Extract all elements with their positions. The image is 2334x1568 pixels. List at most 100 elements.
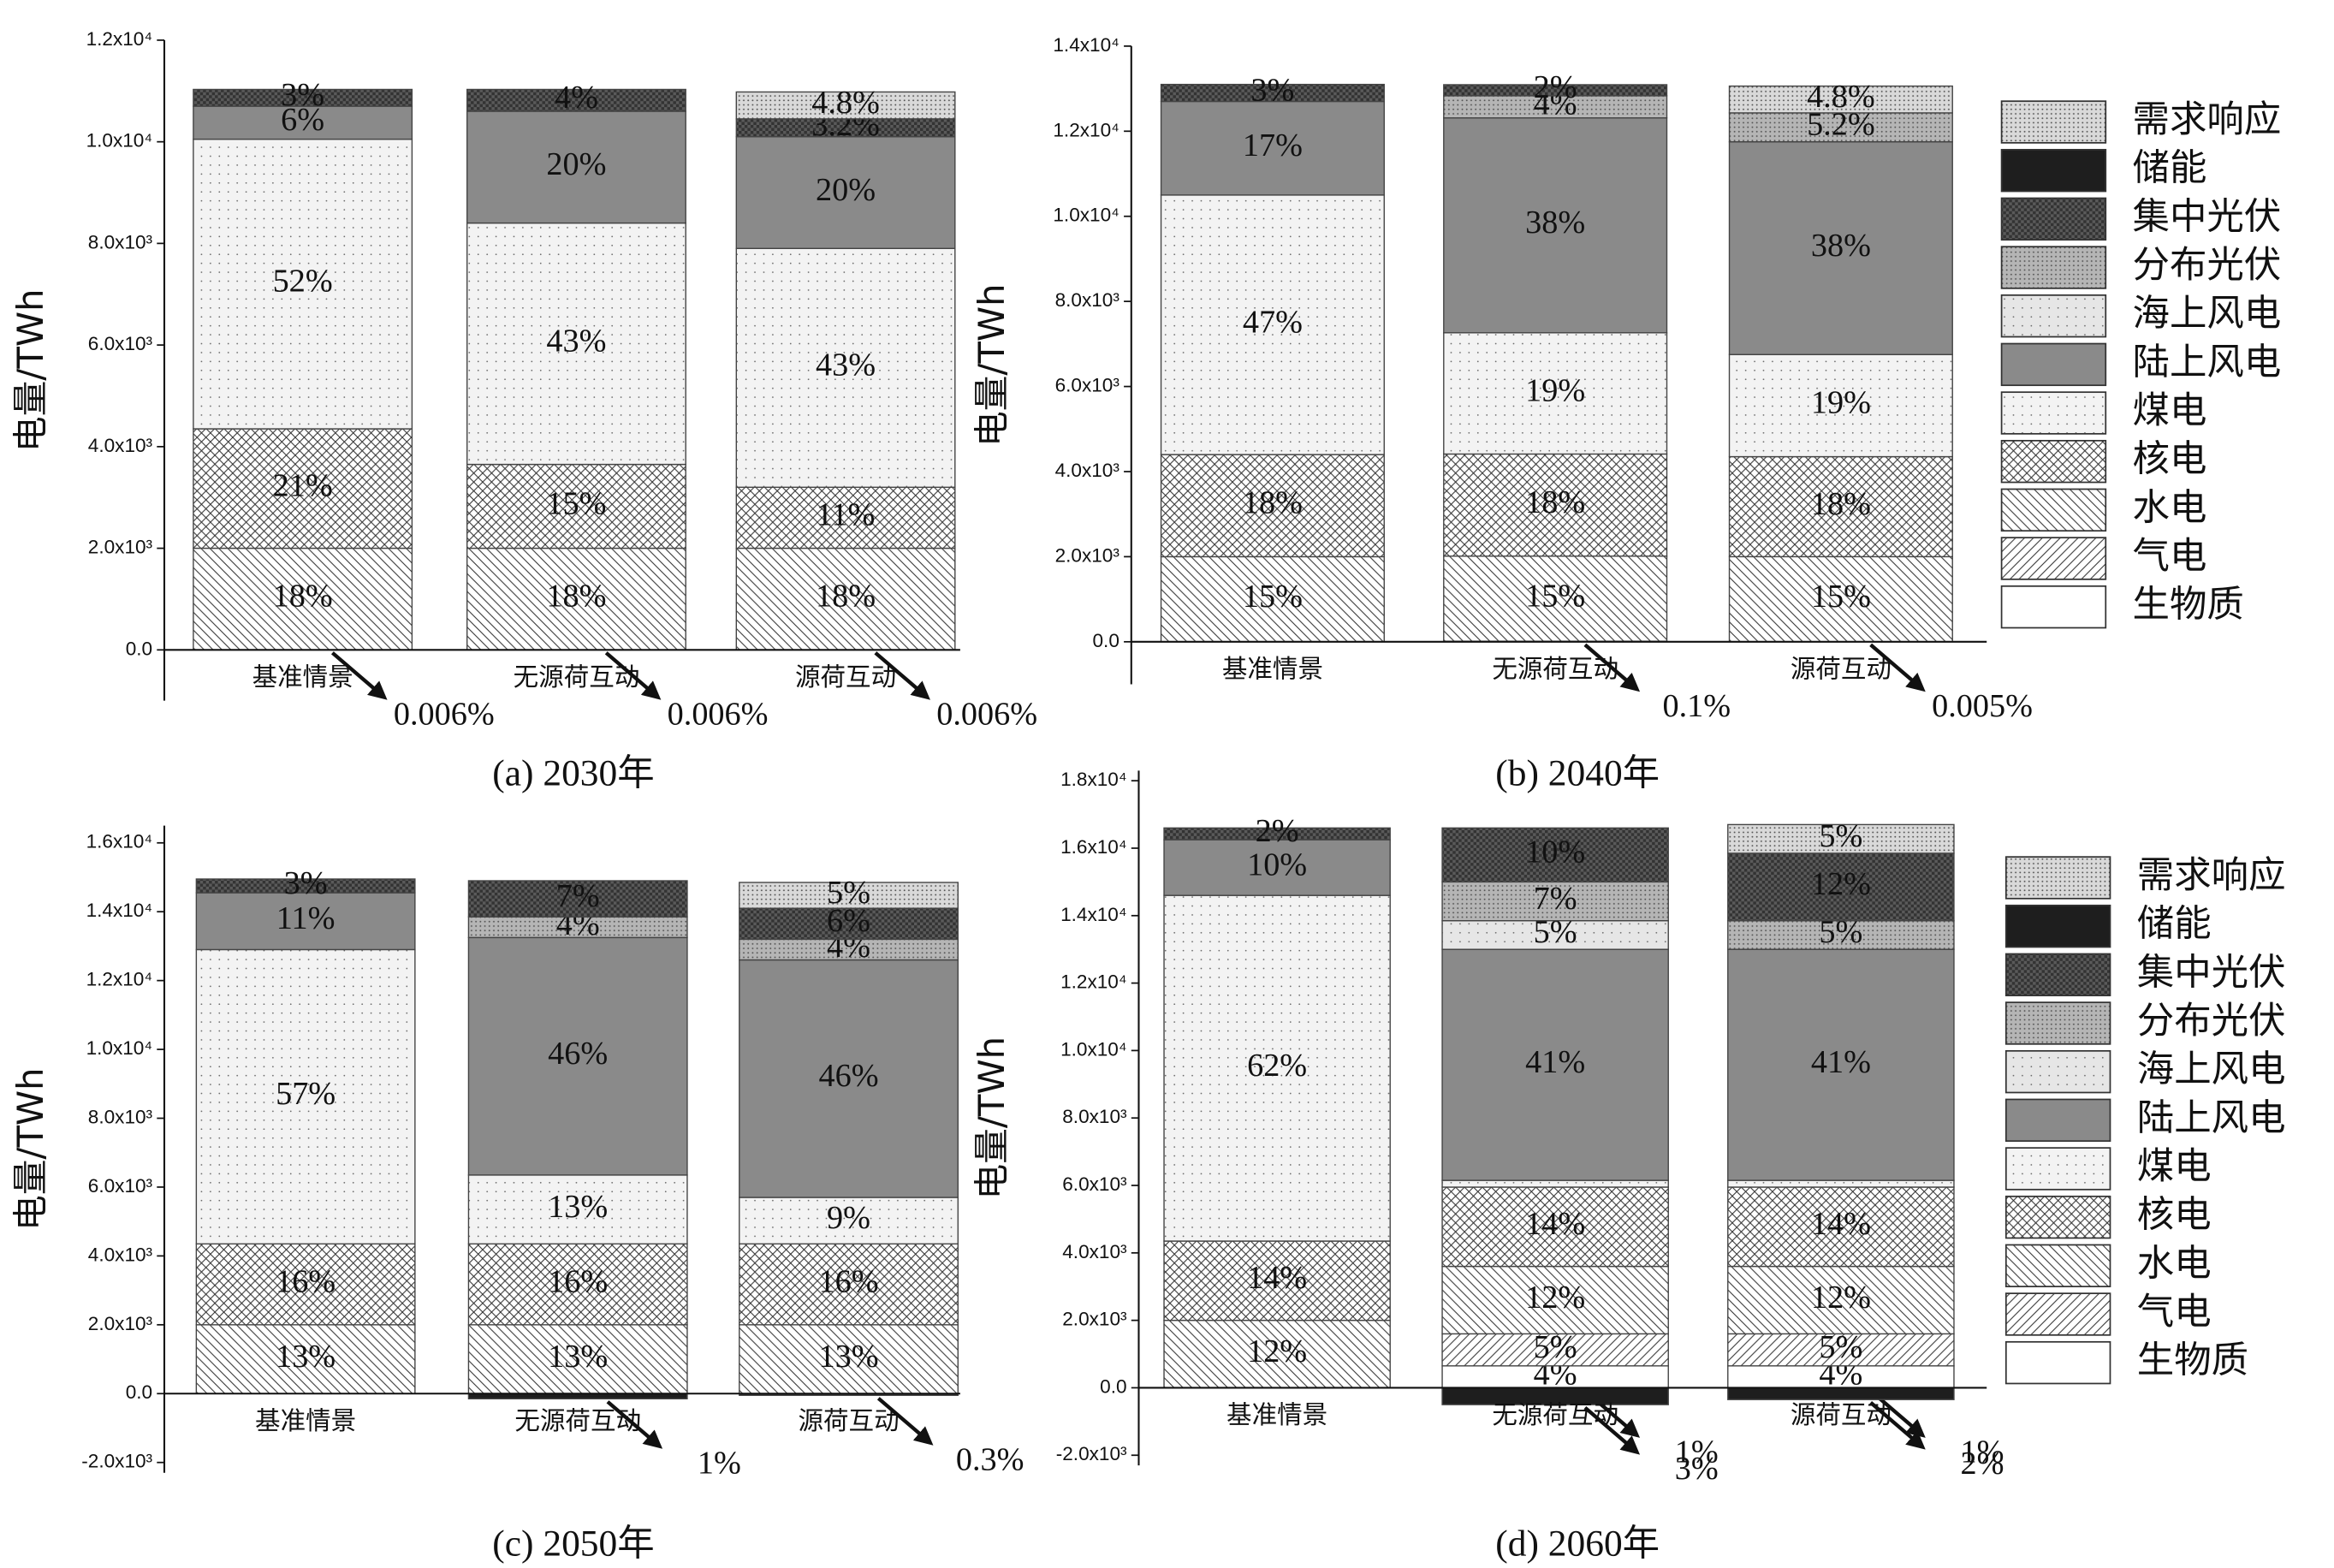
chart-title: (d) 2060年 bbox=[1495, 1523, 1660, 1565]
y-tick-label: 1.0x10⁴ bbox=[86, 130, 153, 151]
y-tick-label: 6.0x10³ bbox=[1055, 375, 1120, 396]
callout-label: 1% bbox=[698, 1445, 741, 1481]
bar-segment bbox=[1727, 1179, 1955, 1188]
x-tick-label: 源荷互动 bbox=[1791, 1400, 1892, 1429]
callout-label: 1% bbox=[1961, 1434, 2004, 1470]
x-tick-label: 基准情景 bbox=[1222, 654, 1323, 683]
chart-title: (c) 2050年 bbox=[492, 1523, 654, 1565]
y-tick-label: 2.0x10³ bbox=[1062, 1309, 1127, 1330]
legend-label: 生物质 bbox=[2137, 1339, 2248, 1382]
bar-segment bbox=[1728, 455, 1953, 558]
y-tick-label: -2.0x10³ bbox=[81, 1451, 152, 1472]
legend-label: 核电 bbox=[2137, 1194, 2212, 1237]
y-tick-label: 1.6x10⁴ bbox=[1060, 836, 1127, 858]
bar-segment bbox=[1727, 1365, 1955, 1389]
bar-segment bbox=[1441, 948, 1669, 1181]
data-label: 18% bbox=[273, 579, 333, 615]
y-tick-label: 1.4x10⁴ bbox=[1053, 34, 1119, 56]
data-label: 18% bbox=[1243, 485, 1303, 521]
bar-segment bbox=[193, 138, 413, 430]
legend-label: 储能 bbox=[2137, 903, 2212, 946]
bar-segment bbox=[467, 916, 688, 939]
bar-segment bbox=[466, 222, 686, 466]
data-label: 62% bbox=[1247, 1048, 1307, 1084]
bar-segment bbox=[193, 547, 413, 650]
y-tick-label: 1.0x10⁴ bbox=[86, 1037, 153, 1059]
data-label: 14% bbox=[1247, 1260, 1307, 1296]
callout-arrow bbox=[876, 1397, 934, 1446]
data-label: 5% bbox=[1534, 1329, 1577, 1365]
bar-segment bbox=[1441, 1179, 1669, 1188]
y-tick-label: 1.8x10⁴ bbox=[1060, 769, 1127, 790]
callout-label: 0.006% bbox=[668, 696, 769, 732]
data-label: 6% bbox=[827, 903, 870, 939]
legend-label: 分布光伏 bbox=[2137, 1000, 2286, 1042]
bar-segment bbox=[739, 959, 959, 1198]
x-tick-label: 无源荷互动 bbox=[1492, 654, 1618, 683]
legend-label: 海上风电 bbox=[2133, 293, 2282, 336]
callout-label: 3% bbox=[1675, 1451, 1719, 1487]
data-label: 16% bbox=[276, 1263, 336, 1299]
legend-swatch bbox=[2004, 1001, 2111, 1045]
legend-swatch bbox=[2004, 1292, 2111, 1336]
legend-swatch bbox=[2000, 342, 2107, 387]
bar-segment bbox=[1443, 555, 1668, 642]
bar-segment bbox=[1727, 948, 1955, 1181]
bar-segment bbox=[195, 1243, 416, 1326]
x-tick-label: 基准情景 bbox=[1226, 1400, 1327, 1429]
legend-swatch bbox=[2004, 1195, 2111, 1239]
bar-segment bbox=[1160, 100, 1385, 196]
y-tick-label: 1.2x10⁴ bbox=[1053, 119, 1119, 140]
y-tick-label: 1.4x10⁴ bbox=[1060, 904, 1127, 925]
bar-segment bbox=[466, 110, 686, 224]
bar-segment bbox=[1441, 1365, 1669, 1389]
data-label: 12% bbox=[1811, 1280, 1871, 1316]
data-label: 18% bbox=[546, 579, 606, 615]
bar-segment bbox=[735, 135, 956, 249]
x-tick-label: 源荷互动 bbox=[1791, 654, 1892, 683]
data-label: 4.8% bbox=[1807, 79, 1875, 115]
bar-segment bbox=[1163, 1240, 1391, 1322]
legend-label: 气电 bbox=[2133, 535, 2207, 578]
data-label: 4% bbox=[555, 80, 598, 116]
legend-swatch bbox=[2000, 100, 2107, 144]
callout-label: 1% bbox=[1675, 1434, 1719, 1470]
legend-swatch bbox=[2004, 1098, 2111, 1143]
x-tick-label: 基准情景 bbox=[252, 662, 353, 692]
y-tick-label: 2.0x10³ bbox=[88, 1313, 153, 1334]
bar-segment bbox=[466, 88, 686, 112]
data-label: 5% bbox=[827, 875, 870, 911]
legend-label: 集中光伏 bbox=[2133, 195, 2282, 238]
y-tick-label: 0.0 bbox=[1092, 630, 1119, 651]
bar-segment bbox=[466, 547, 686, 650]
data-label: 17% bbox=[1243, 128, 1303, 163]
y-tick-label: -2.0x10³ bbox=[1056, 1443, 1127, 1464]
bar-segment bbox=[1160, 83, 1385, 103]
legend-swatch bbox=[2000, 148, 2107, 193]
data-label: 3% bbox=[281, 77, 324, 113]
bar-segment bbox=[739, 1197, 959, 1245]
data-label: 13% bbox=[548, 1189, 608, 1225]
legend-label: 生物质 bbox=[2133, 584, 2244, 627]
callout-arrow bbox=[874, 651, 930, 700]
y-tick-label: 4.0x10³ bbox=[88, 435, 153, 456]
data-label: 14% bbox=[1525, 1206, 1585, 1242]
callout-arrow bbox=[1583, 1405, 1641, 1455]
chart-title: (b) 2040年 bbox=[1495, 752, 1660, 793]
legend-swatch bbox=[2000, 246, 2107, 289]
data-label: 15% bbox=[1525, 578, 1585, 614]
bar-segment bbox=[467, 1324, 688, 1394]
y-tick-label: 8.0x10³ bbox=[1055, 289, 1120, 311]
y-tick-label: 8.0x10³ bbox=[88, 231, 153, 252]
bar-segment bbox=[735, 91, 956, 120]
bar-segment bbox=[467, 936, 688, 1176]
callout-arrow bbox=[1869, 643, 1926, 692]
data-label: 16% bbox=[548, 1263, 608, 1299]
legend-label: 陆上风电 bbox=[2133, 341, 2282, 383]
bar-segment bbox=[1727, 1387, 1955, 1400]
bar-segment bbox=[193, 428, 413, 549]
bar-segment bbox=[193, 105, 413, 140]
data-label: 4.8% bbox=[811, 85, 880, 121]
data-label: 38% bbox=[1525, 205, 1585, 241]
chart-title: (a) 2030年 bbox=[492, 752, 654, 793]
